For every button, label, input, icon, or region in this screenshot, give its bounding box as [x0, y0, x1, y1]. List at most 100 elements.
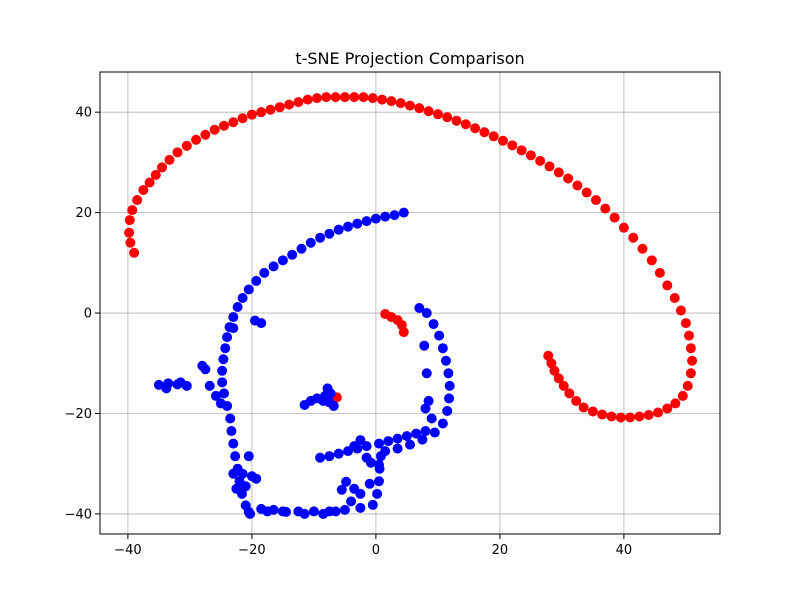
data-point: [628, 232, 639, 243]
data-point: [232, 302, 243, 313]
data-point: [222, 332, 233, 343]
data-point: [563, 173, 574, 184]
x-tick-label: 20: [492, 543, 509, 558]
data-point: [308, 506, 319, 517]
y-tick-label: 40: [75, 106, 92, 121]
grid-lines: [100, 72, 720, 534]
plot-frame: [99, 71, 721, 535]
data-point: [662, 280, 673, 291]
data-point: [460, 119, 471, 130]
data-point: [296, 243, 307, 254]
data-point: [444, 393, 455, 404]
data-point: [124, 227, 135, 238]
data-point: [175, 377, 186, 388]
data-point: [358, 92, 369, 103]
y-tick-label: −20: [65, 407, 92, 422]
y-tick-label: −40: [65, 507, 92, 522]
data-point: [355, 435, 366, 446]
data-point: [226, 426, 237, 437]
data-point: [265, 104, 276, 115]
data-point: [341, 476, 352, 487]
data-point: [680, 318, 691, 329]
data-point: [615, 412, 626, 423]
data-point: [420, 426, 431, 437]
data-point: [333, 448, 344, 459]
data-point: [191, 134, 202, 145]
data-point: [440, 355, 451, 366]
data-point: [451, 115, 462, 126]
data-point: [392, 433, 403, 444]
data-point: [150, 169, 161, 180]
data-point: [653, 407, 663, 418]
data-point: [324, 451, 335, 462]
data-point: [237, 113, 248, 124]
data-point: [361, 441, 372, 452]
data-point: [129, 247, 140, 258]
data-point: [564, 388, 575, 399]
data-point: [419, 340, 430, 351]
data-point: [228, 468, 239, 479]
data-point: [228, 117, 239, 128]
data-point: [218, 354, 229, 365]
data-point: [389, 210, 400, 221]
data-point: [443, 368, 454, 379]
data-point: [339, 504, 350, 515]
data-point: [380, 446, 391, 457]
data-point: [181, 140, 192, 151]
data-point: [243, 284, 254, 295]
data-point: [259, 267, 270, 278]
data-point: [228, 323, 239, 334]
data-point: [600, 203, 611, 214]
data-point: [525, 150, 536, 161]
data-point: [284, 99, 295, 110]
data-point: [405, 439, 415, 450]
x-tick-label: −40: [114, 543, 141, 558]
data-point: [549, 365, 560, 376]
data-point: [488, 131, 499, 142]
data-point: [572, 180, 583, 191]
data-point: [687, 355, 698, 366]
data-point: [333, 224, 344, 235]
data-point: [349, 483, 360, 494]
data-point: [339, 92, 350, 103]
data-point: [392, 443, 403, 454]
data-point: [274, 102, 285, 113]
data-point: [204, 380, 215, 391]
data-point: [324, 228, 335, 239]
data-point: [395, 98, 406, 109]
data-point: [684, 330, 694, 341]
data-point: [219, 388, 229, 399]
data-point: [153, 379, 164, 390]
data-point: [654, 267, 665, 278]
data-point: [442, 405, 453, 416]
data-point: [346, 496, 357, 507]
data-point: [685, 368, 696, 379]
x-tick-label: 0: [372, 543, 380, 558]
data-point: [558, 380, 569, 391]
data-point: [420, 403, 431, 414]
data-point: [219, 120, 229, 131]
data-point: [237, 468, 248, 479]
data-point: [426, 413, 437, 424]
data-point: [432, 109, 443, 120]
data-point: [421, 308, 432, 319]
data-point: [677, 390, 688, 401]
data-point: [246, 109, 257, 120]
data-point: [398, 327, 409, 338]
data-point: [367, 93, 378, 104]
data-point: [543, 350, 554, 361]
series-1: [124, 92, 698, 423]
data-point: [127, 205, 138, 216]
data-point: [414, 303, 425, 314]
data-point: [417, 434, 428, 445]
data-point: [336, 484, 347, 495]
data-point: [544, 161, 555, 172]
data-point: [434, 330, 445, 341]
data-point: [349, 92, 360, 103]
data-point: [578, 402, 589, 413]
data-point: [305, 237, 316, 248]
data-point: [321, 92, 332, 103]
data-point: [215, 398, 226, 409]
data-point: [237, 292, 248, 303]
data-point: [546, 358, 557, 369]
